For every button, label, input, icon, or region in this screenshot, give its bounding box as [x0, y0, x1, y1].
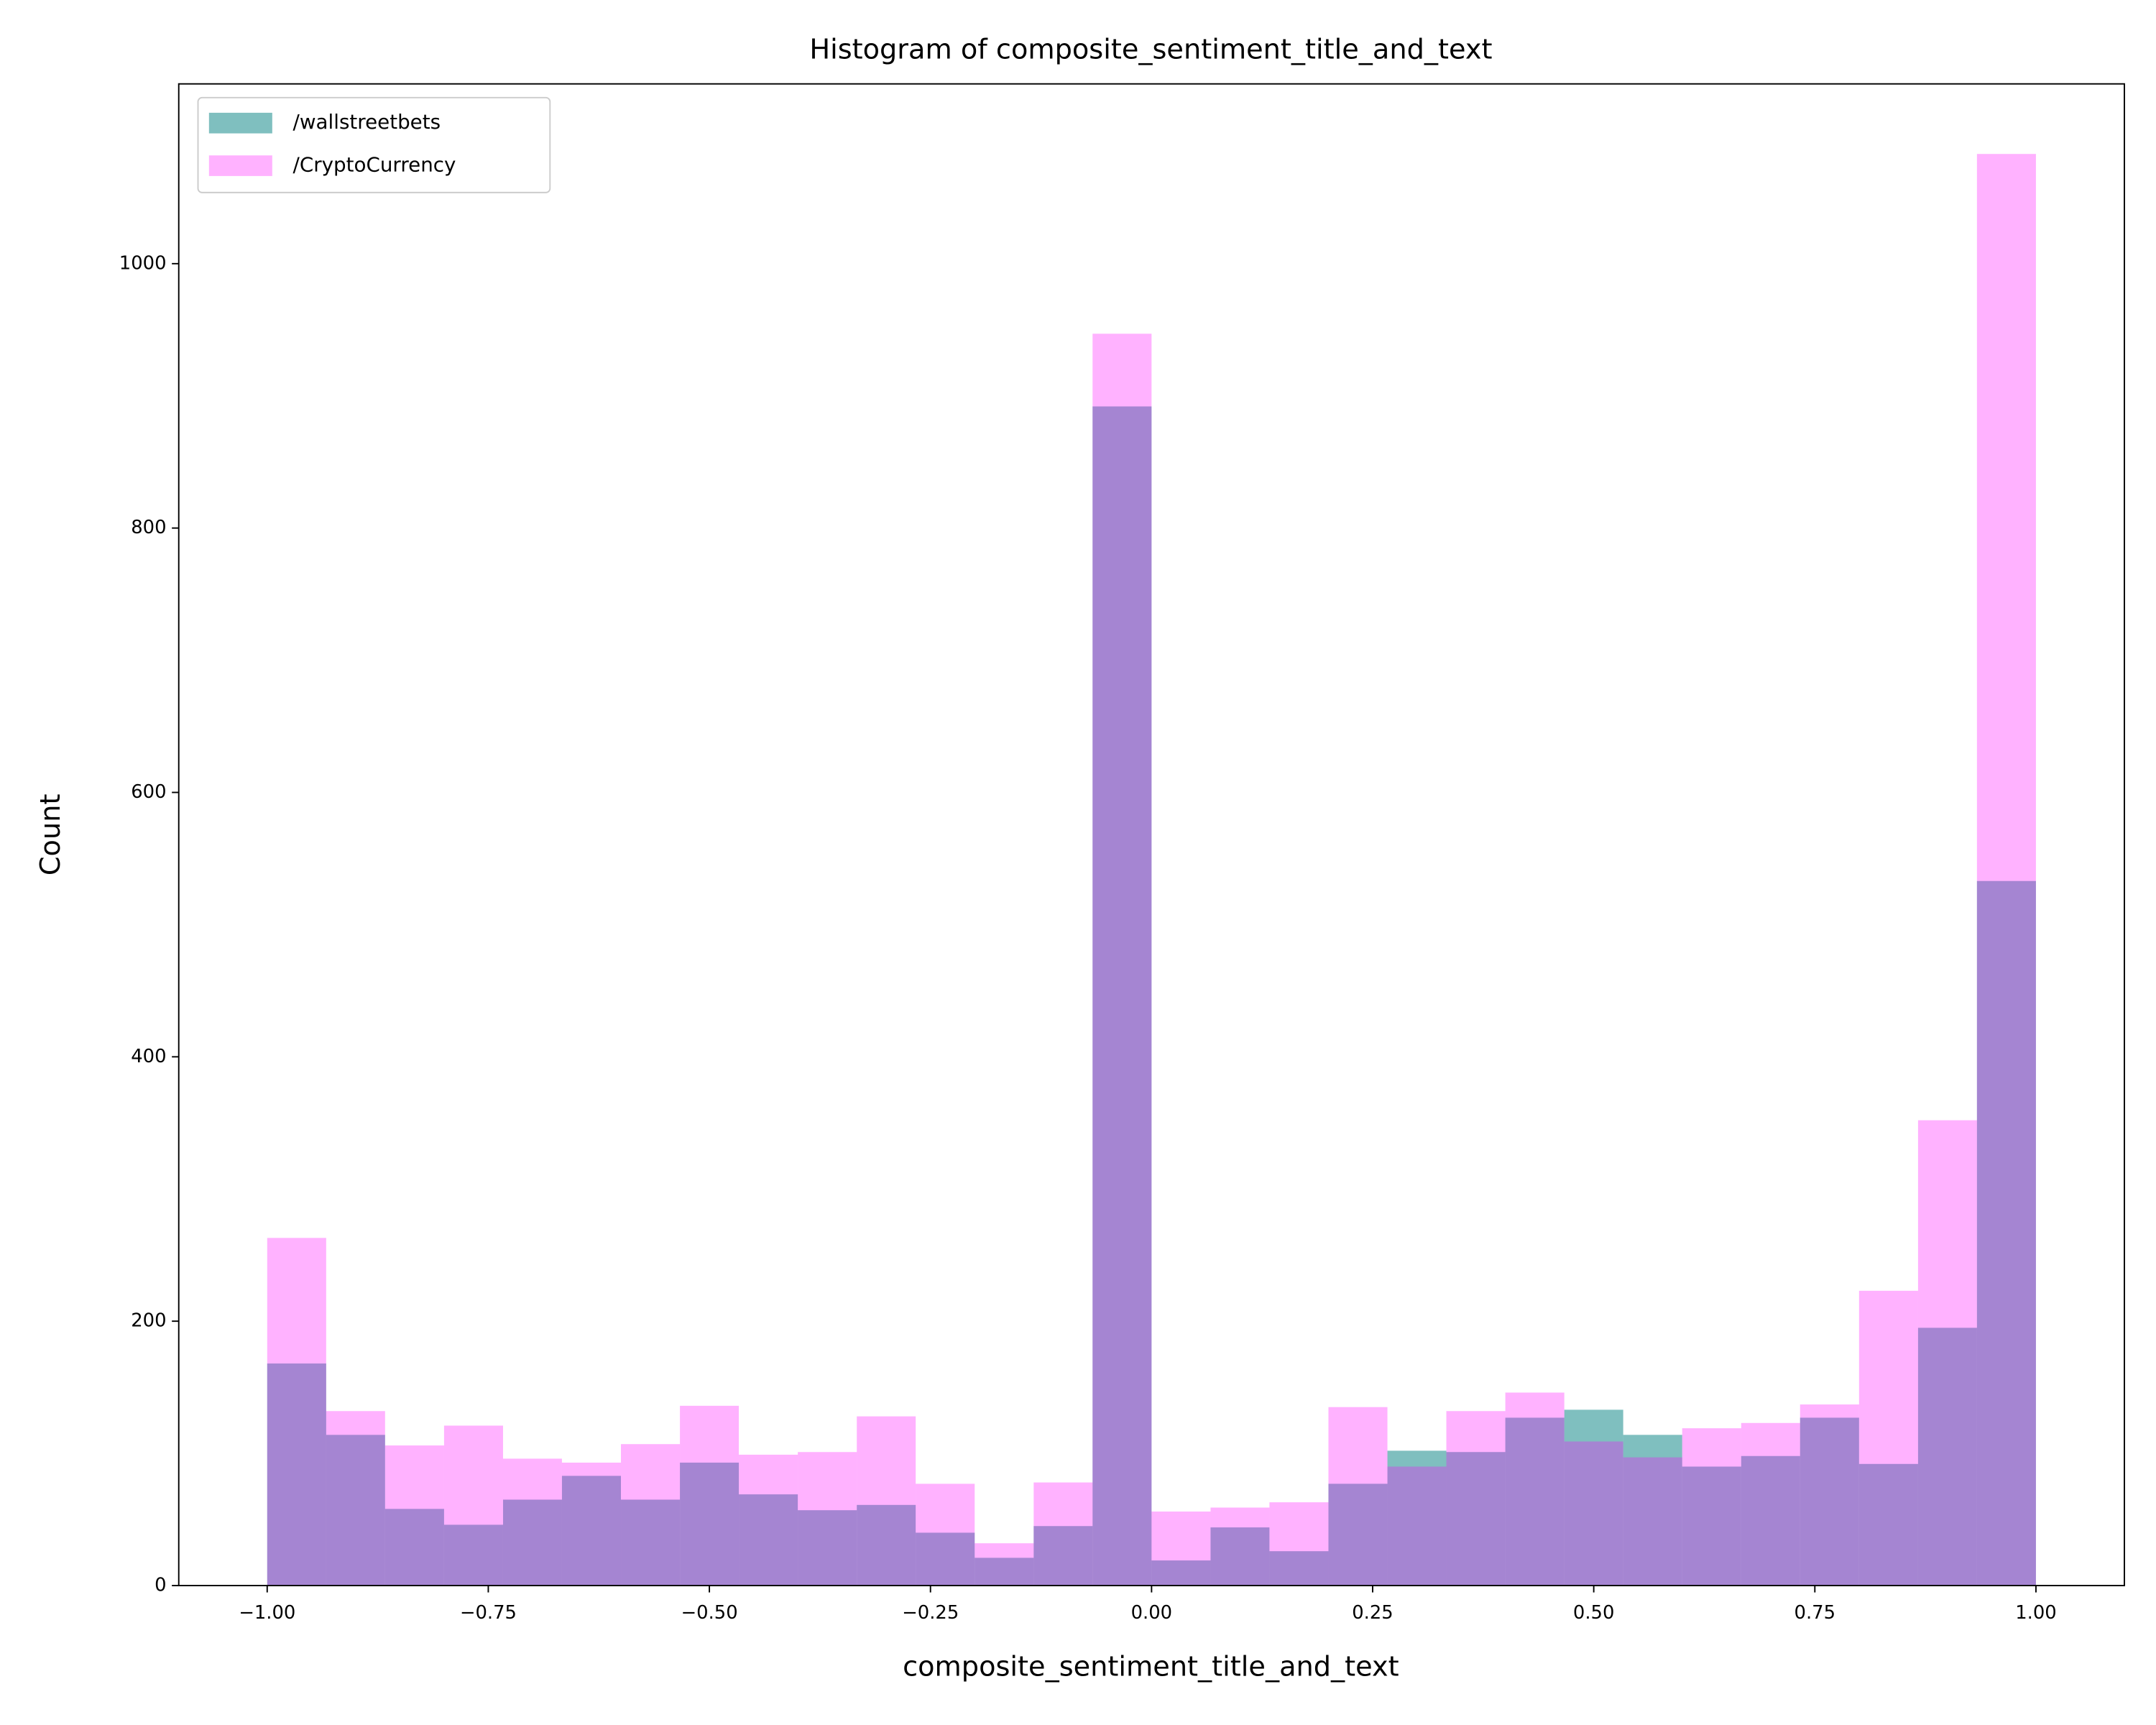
y-tick-label: 400	[131, 1046, 166, 1067]
histogram-bar	[1741, 1455, 1800, 1586]
histogram-bar	[1210, 1507, 1270, 1586]
legend-swatch	[208, 112, 272, 134]
histogram-bar	[739, 1494, 798, 1586]
legend-label: /CryptoCurrency	[293, 153, 456, 177]
histogram-bar	[443, 1425, 503, 1586]
y-tick-label: 0	[155, 1574, 166, 1596]
histogram-bar	[857, 1504, 916, 1586]
plot-area	[267, 154, 2036, 1586]
histogram-bar	[1269, 1502, 1329, 1586]
histogram-bar	[1446, 1411, 1506, 1586]
histogram-bar	[1564, 1441, 1623, 1586]
histogram-bar	[1387, 1450, 1447, 1586]
histogram-bar	[443, 1524, 503, 1586]
histogram-bar	[1564, 1409, 1623, 1586]
histogram-bar	[680, 1405, 740, 1586]
histogram-bar	[267, 1363, 326, 1586]
x-tick-label: 0.00	[1131, 1602, 1172, 1624]
histogram-bar	[739, 1454, 798, 1586]
y-tick-label: 600	[131, 781, 166, 803]
histogram-bar	[384, 1445, 444, 1586]
y-tick-label: 200	[131, 1310, 166, 1332]
histogram-bar	[267, 1238, 326, 1586]
histogram-bar	[1505, 1392, 1565, 1586]
x-tick-label: −0.50	[681, 1602, 738, 1624]
histogram-bar	[621, 1499, 681, 1586]
histogram-bar	[680, 1462, 740, 1586]
histogram-bar	[1858, 1463, 1918, 1586]
histogram-bar	[1623, 1457, 1682, 1586]
histogram-bar	[621, 1444, 681, 1586]
histogram-bar	[798, 1510, 857, 1586]
histogram-bar	[561, 1462, 622, 1586]
histogram-bar	[561, 1476, 622, 1586]
histogram-bar	[1151, 1512, 1211, 1586]
y-tick-label: 1000	[119, 252, 167, 274]
histogram-bar	[1917, 1120, 1977, 1586]
x-tick-label: −0.75	[460, 1602, 517, 1624]
histogram-bar	[1858, 1290, 1918, 1586]
x-axis-label: composite_sentiment_title_and_text	[903, 1650, 1399, 1683]
histogram-bar	[1210, 1527, 1270, 1586]
legend-swatch	[208, 155, 272, 176]
histogram-bar	[1151, 1560, 1211, 1586]
histogram-bar	[1976, 880, 2036, 1586]
histogram-bar	[1387, 1466, 1447, 1586]
histogram-bar	[502, 1458, 562, 1586]
histogram-bar	[975, 1543, 1034, 1586]
histogram-bar	[1446, 1452, 1506, 1586]
histogram-bar	[975, 1558, 1034, 1586]
histogram-bar	[1623, 1435, 1682, 1586]
histogram-bar	[1092, 406, 1152, 1586]
y-tick-label: 800	[131, 517, 166, 538]
x-tick-label: −0.25	[902, 1602, 959, 1624]
histogram-bar	[326, 1411, 385, 1586]
histogram-bar	[1682, 1466, 1741, 1586]
histogram-bar	[1269, 1551, 1329, 1586]
histogram-bar	[1505, 1417, 1565, 1586]
y-axis-label: Count	[34, 794, 67, 876]
legend-label: /wallstreetbets	[293, 110, 441, 134]
histogram-bar	[916, 1484, 975, 1586]
histogram-bar	[384, 1509, 444, 1586]
x-tick-label: 0.25	[1352, 1602, 1393, 1624]
histogram-bar	[1976, 154, 2036, 1586]
histogram-bar	[1917, 1328, 1977, 1586]
legend-box	[197, 96, 551, 193]
histogram-bar	[1328, 1407, 1388, 1586]
histogram-bar	[502, 1499, 562, 1586]
x-tick-label: 0.75	[1795, 1602, 1835, 1624]
histogram-bar	[1800, 1404, 1859, 1586]
histogram-bar	[1033, 1526, 1093, 1586]
histogram-bar	[1682, 1428, 1741, 1586]
histogram-bar	[1741, 1422, 1800, 1586]
histogram-bar	[798, 1452, 857, 1586]
x-tick-label: 0.50	[1573, 1602, 1614, 1624]
x-tick-label: 1.00	[2015, 1602, 2056, 1624]
chart-title: Histogram of composite_sentiment_title_a…	[809, 33, 1492, 65]
x-tick-label: −1.00	[239, 1602, 295, 1624]
histogram-bar	[1033, 1482, 1093, 1586]
legend: /wallstreetbets/CryptoCurrency	[197, 96, 551, 193]
histogram-bar	[1092, 334, 1152, 1586]
histogram-bar	[1800, 1417, 1859, 1586]
histogram-bar	[857, 1416, 916, 1586]
histogram-bar	[326, 1435, 385, 1586]
histogram-bar	[1328, 1484, 1388, 1586]
histogram-bar	[916, 1532, 975, 1586]
